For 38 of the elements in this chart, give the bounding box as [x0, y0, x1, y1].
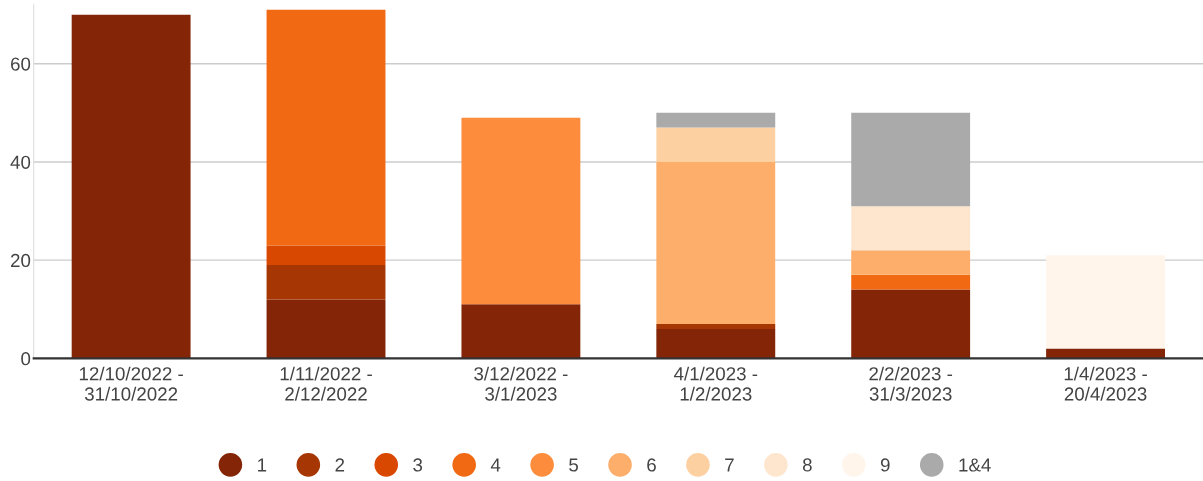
bar [266, 299, 386, 359]
legend-label: 3 [413, 458, 423, 472]
bar [71, 14, 191, 359]
legend-label: 8 [802, 458, 812, 472]
x-tick-label: 4/1/2023 - 1/2/2023 [674, 366, 758, 401]
x-tick-label: 2/2/2023 - 31/3/2023 [869, 366, 953, 401]
bar [461, 117, 581, 305]
bar [851, 289, 971, 359]
bar [656, 328, 776, 359]
bar [851, 274, 971, 290]
legend-label: 2 [335, 458, 345, 472]
bar [656, 161, 776, 324]
bar [266, 9, 386, 246]
y-tick-label: 20 [11, 253, 31, 268]
bar [656, 127, 776, 162]
x-tick-label: 1/11/2022 - 2/12/2022 [280, 366, 372, 401]
bar [851, 250, 971, 275]
y-tick-label: 60 [11, 57, 31, 71]
y-tick-label: 0 [21, 352, 31, 366]
bar [656, 323, 776, 329]
legend-label: 1&4 [959, 458, 991, 472]
legend-label: 9 [880, 458, 890, 472]
bar [851, 112, 971, 207]
bar [1046, 255, 1165, 349]
x-tick-label: 1/4/2023 - 20/4/2023 [1064, 366, 1147, 401]
bar [656, 112, 776, 128]
legend-label: 6 [647, 458, 656, 472]
y-tick-label: 40 [10, 155, 31, 169]
x-tick-label: 12/10/2022 - 31/10/2022 [79, 366, 183, 401]
bar [266, 245, 386, 266]
x-tick-label: 3/12/2022 - 3/1/2023 [474, 366, 568, 401]
legend-label: 5 [569, 458, 578, 472]
legend-label: 1 [258, 458, 267, 472]
legend-label: 4 [490, 458, 501, 472]
bar [461, 304, 581, 359]
bar [266, 265, 386, 300]
bar [851, 206, 971, 251]
legend-label: 7 [725, 458, 734, 472]
